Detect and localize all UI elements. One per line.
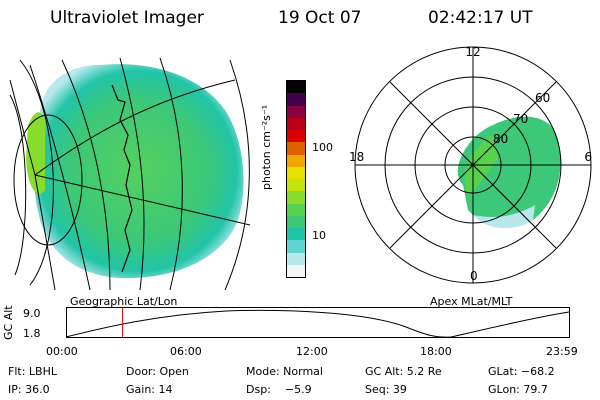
status-glon: GLon: 79.7 [488,383,548,396]
colorbar-swatch [287,117,305,130]
x-tick-1200: 12:00 [296,345,328,358]
polar-diag-2 [389,81,557,249]
status-gc-alt: GC Alt: 5.2 Re [365,365,442,378]
colorbar-swatch [287,215,305,228]
colorbar-tick-100: 100 [312,141,333,154]
status-door: Door: Open [126,365,189,378]
status-glat: GLat: −68.2 [488,365,555,378]
colorbar-swatch [287,264,305,277]
mlt-label-12: 12 [465,45,480,59]
altitude-curve [66,309,570,338]
colorbar [286,80,306,278]
grid-pole-circle [13,114,83,246]
colorbar-swatch [287,179,305,192]
colorbar-swatch [287,191,305,204]
altitude-plot-frame [66,307,570,338]
x-tick-0600: 06:00 [170,345,202,358]
status-dsp: Dsp: −5.9 [246,383,312,396]
mlat-label-80: 80 [493,132,508,146]
polar-plot: 12 18 6 0 60 70 80 [349,45,592,284]
status-filter: Flt: LBHL [8,365,57,378]
coastline [111,84,133,273]
colorbar-tick-10: 10 [312,229,326,242]
geographic-label: Geographic Lat/Lon [70,295,178,308]
date-label: 19 Oct 07 [278,8,362,28]
x-tick-0000: 00:00 [46,345,78,358]
mlat-label-70: 70 [513,112,528,126]
uv-emission-edge [26,112,45,194]
colorbar-unit-label: photon cm⁻²s⁻¹ [260,104,273,190]
grid-parallel-4 [34,174,56,290]
grid-arc-left-2 [9,94,27,276]
status-ip: IP: 36.0 [8,383,50,396]
colorbar-swatch [287,166,305,179]
grid-meridian-5 [29,64,91,290]
colorbar-swatch [287,240,305,253]
mlat-label-60: 60 [535,91,550,105]
app-title: Ultraviolet Imager [50,8,204,28]
grid-meridian-4 [224,59,250,290]
colorbar-swatch [287,252,305,265]
colorbar-swatch [287,228,305,241]
colorbar-swatch [287,105,305,118]
x-tick-2359: 23:59 [546,345,578,358]
grid-arc-left-1 [19,59,54,286]
altitude-plot [66,307,570,338]
colorbar-swatch [287,81,305,94]
mlt-label-6: 6 [584,150,592,164]
grid-parallel-3 [9,79,36,176]
colorbar-swatch [287,93,305,106]
status-mode: Mode: Normal [246,365,323,378]
grid-meridian-2 [119,57,145,290]
colorbar-swatch [287,130,305,143]
gc-alt-axis-label: GC Alt [2,305,15,340]
colorbar-swatch [287,203,305,216]
gc-alt-tick-low: 1.8 [23,327,41,340]
grid-meridian-3 [159,57,183,290]
uv-emission-blob [33,64,244,279]
polar-aurora-edge [473,205,535,229]
time-label: 02:42:17 UT [428,8,533,28]
grid-parallel-2 [34,79,236,176]
status-seq: Seq: 39 [365,383,407,396]
apex-label: Apex MLat/MLT [430,295,513,308]
x-tick-1800: 18:00 [420,345,452,358]
geographic-image [9,57,251,290]
mlt-label-18: 18 [349,150,364,164]
gc-alt-tick-high: 9.0 [23,307,41,320]
colorbar-swatch [287,154,305,167]
grid-parallel-1 [34,174,251,226]
colorbar-swatch [287,142,305,155]
grid-meridian-1 [61,59,111,290]
status-gain: Gain: 14 [126,383,173,396]
mlt-label-0: 0 [470,269,478,283]
